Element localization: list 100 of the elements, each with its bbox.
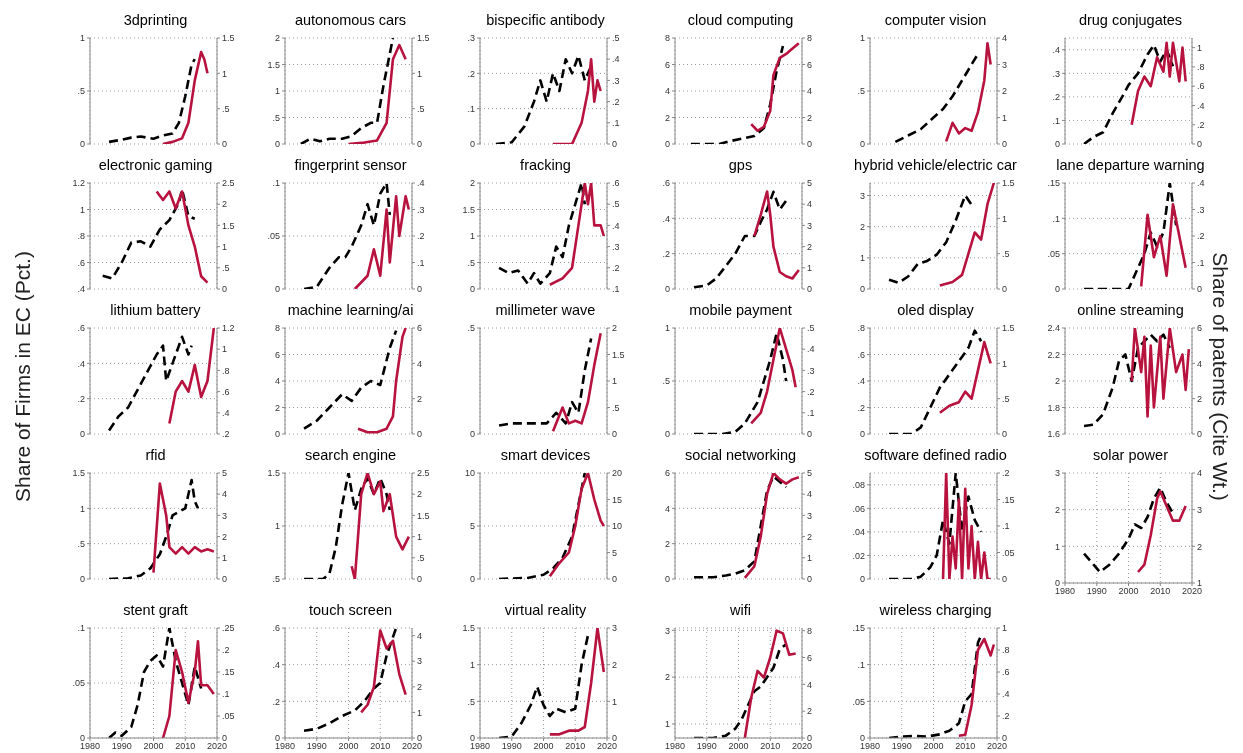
y2-tick-label: 6 — [807, 652, 813, 663]
y2-tick-label: 0 — [222, 284, 228, 295]
y2-tick-label: .25 — [222, 623, 235, 634]
y2-tick-label: 6 — [417, 323, 423, 334]
y2-tick-label: 0 — [222, 574, 228, 585]
y2-tick-label: 15 — [612, 494, 623, 505]
y-tick-label: 6 — [274, 349, 280, 360]
y-tick-label: .1 — [1052, 213, 1060, 224]
x-tick-label: 1980 — [274, 741, 296, 752]
y2-tick-label: .4 — [1197, 100, 1205, 111]
y2-tick-label: 0 — [1197, 429, 1203, 440]
y2-tick-label: 1.5 — [612, 349, 625, 360]
y2-tick-label: 5 — [807, 178, 813, 189]
y-tick-label: .06 — [852, 503, 865, 514]
y-tick-label: 0 — [469, 733, 475, 744]
y2-tick-label: 0 — [1002, 429, 1008, 440]
y2-tick-label: 0 — [222, 139, 228, 150]
y2-tick-label: .5 — [417, 552, 425, 563]
y2-tick-label: .2 — [1197, 231, 1205, 242]
y-tick-label: 0 — [469, 429, 475, 440]
y2-tick-label: 0 — [1002, 733, 1008, 744]
y-tick-label: .4 — [1052, 44, 1060, 55]
y2-tick-label: 1 — [807, 552, 813, 563]
x-tick-label: 1990 — [891, 741, 912, 752]
line-series — [957, 637, 996, 738]
y2-tick-label: 2.5 — [417, 468, 430, 479]
y-tick-label: 5 — [469, 521, 475, 532]
y-tick-label: 1 — [664, 323, 670, 334]
y-tick-label: 2 — [664, 672, 670, 683]
chart-title: online streaming — [1077, 302, 1184, 318]
chart-title: software defined radio — [863, 446, 1008, 465]
y2-tick-label: .6 — [222, 386, 230, 397]
y2-tick-label: .1 — [807, 407, 815, 418]
chart-title: electronic gaming — [97, 156, 214, 175]
y2-tick-label: .5 — [1002, 393, 1010, 404]
y2-tick-label: 2 — [417, 393, 423, 404]
chart-title: rfid — [144, 446, 167, 465]
y2-tick-label: .8 — [1197, 62, 1205, 73]
line-series — [107, 57, 197, 144]
y-tick-label: .6 — [77, 257, 85, 268]
x-tick-label: 2020 — [596, 741, 618, 752]
x-tick-label: 1980 — [859, 741, 881, 752]
y2-tick-label: 2 — [807, 531, 813, 542]
x-tick-label: 1980 — [79, 741, 101, 752]
y2-tick-label: 3 — [1197, 504, 1203, 515]
y-tick-label: 4 — [664, 86, 670, 97]
y-tick-label: .4 — [77, 284, 85, 295]
y2-tick-label: 8 — [807, 33, 813, 44]
y-tick-label: 0 — [79, 429, 85, 440]
y-tick-label: 0 — [79, 733, 85, 744]
line-series — [692, 332, 788, 434]
y2-tick-label: 6 — [807, 59, 813, 70]
y-tick-label: 2 — [274, 402, 280, 413]
y-tick-label: 0 — [274, 733, 280, 744]
y-tick-label: .5 — [77, 86, 85, 97]
y2-tick-label: .2 — [417, 231, 425, 242]
y2-tick-label: 1 — [417, 531, 423, 542]
y-tick-label: 8 — [664, 33, 670, 44]
x-tick-label: 1990 — [696, 741, 717, 752]
line-series — [692, 475, 788, 579]
chart-title: solar power — [1093, 447, 1168, 463]
y2-tick-label: 4 — [1002, 33, 1008, 44]
y2-tick-label: .6 — [1002, 667, 1010, 678]
x-tick-label: 2020 — [1181, 586, 1203, 597]
y2-tick-label: 20 — [612, 468, 623, 479]
x-tick-label: 2020 — [791, 741, 813, 752]
line-series — [551, 57, 602, 144]
chart-title: lane departure warning — [1055, 156, 1206, 175]
y-tick-label: 1.5 — [72, 468, 85, 479]
y-tick-label: .3 — [467, 33, 475, 44]
y2-tick-label: 1 — [807, 262, 813, 273]
y-tick-label: .6 — [662, 178, 670, 189]
y-tick-label: .2 — [272, 696, 280, 707]
y-tick-label: 2 — [859, 221, 865, 232]
y-tick-label: 0 — [469, 574, 475, 585]
y2-tick-label: .3 — [612, 241, 620, 252]
x-tick-label: 2010 — [955, 741, 976, 752]
chart-title: gps — [727, 156, 754, 175]
y2-tick-label: .5 — [417, 103, 425, 114]
y-tick-label: 1 — [469, 659, 475, 670]
y-tick-label: .4 — [662, 213, 670, 224]
line-series — [497, 473, 587, 579]
y-tick-label: .8 — [77, 231, 85, 242]
chart-title: fracking — [519, 156, 572, 175]
x-tick-label: 2000 — [338, 741, 359, 752]
y-tick-label: 10 — [464, 468, 475, 479]
y-tick-label: 0 — [859, 574, 865, 585]
y-tick-label: 8 — [274, 323, 280, 334]
y2-tick-label: 2 — [1197, 541, 1203, 552]
y-tick-label: .2 — [1052, 92, 1060, 103]
y2-tick-label: .1 — [222, 689, 230, 700]
y-tick-label: .04 — [852, 527, 865, 538]
y2-tick-label: .5 — [612, 402, 620, 413]
line-series — [887, 194, 973, 285]
line-series — [1082, 486, 1175, 574]
y2-tick-label: 1 — [1197, 42, 1203, 53]
line-series — [152, 482, 216, 574]
y2-tick-label: 4 — [807, 489, 813, 500]
y-tick-label: .6 — [272, 623, 280, 634]
y2-tick-label: 1.5 — [1002, 178, 1015, 189]
